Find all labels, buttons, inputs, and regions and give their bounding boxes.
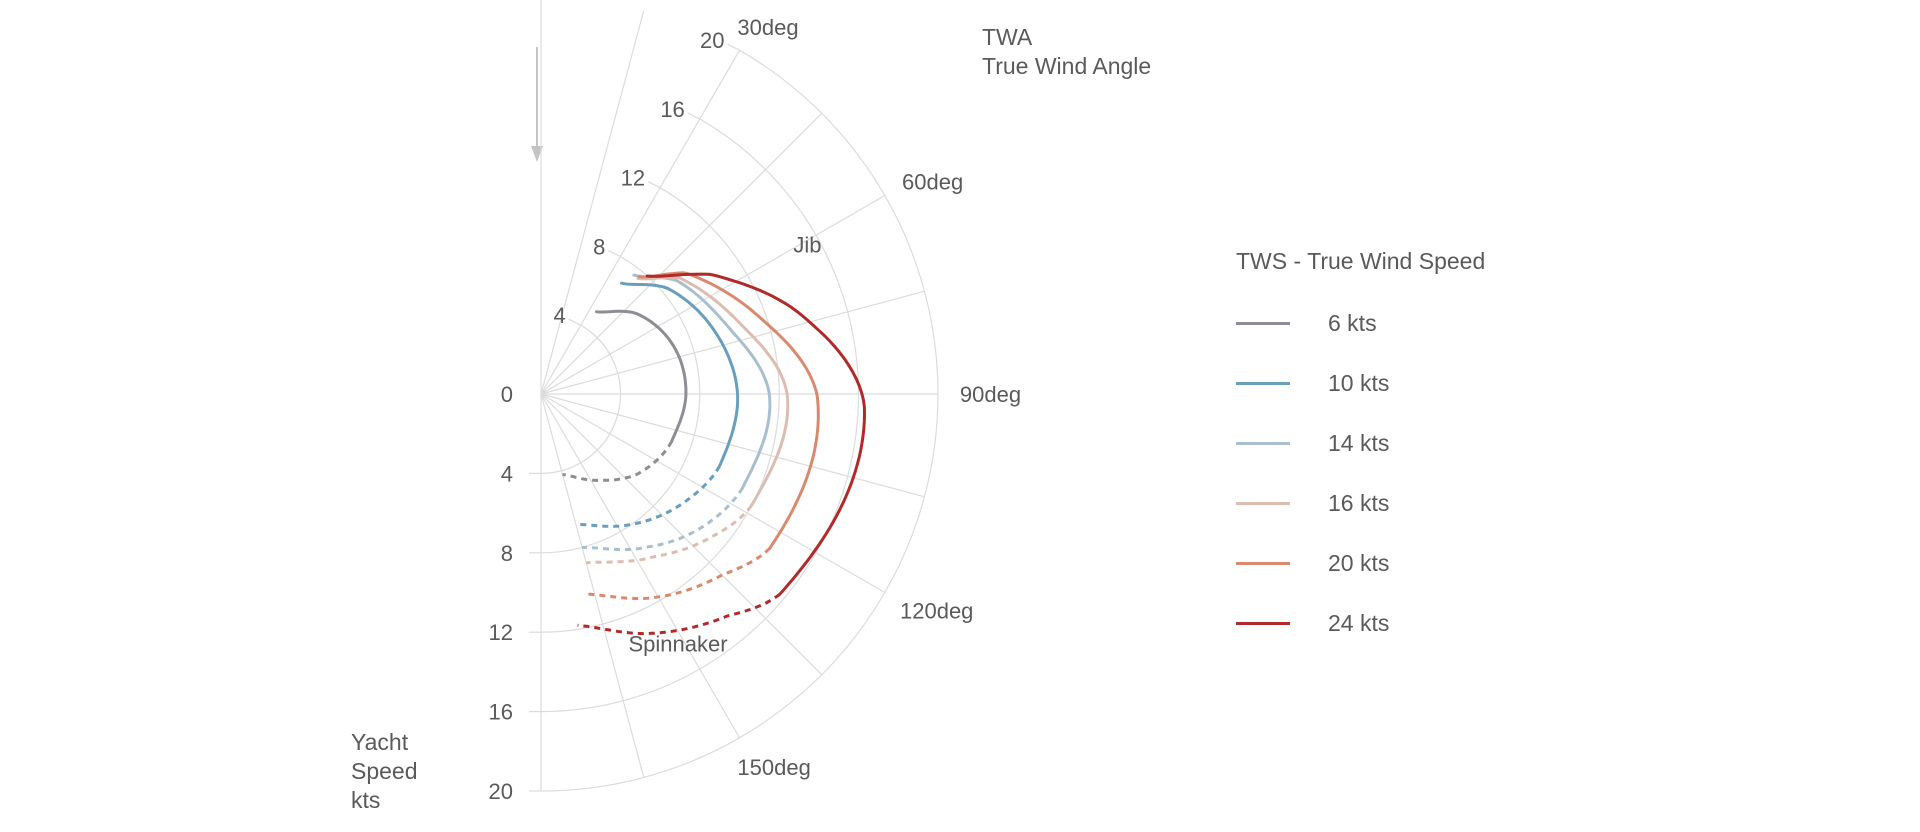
- legend-item-6-kts: 6 kts: [1236, 293, 1485, 353]
- legend: TWS - True Wind Speed 6 kts 10 kts 14 kts 1…: [1236, 248, 1485, 653]
- radial-tick-lower-4: 4: [501, 461, 513, 486]
- legend-label: 20 kts: [1328, 549, 1390, 576]
- annotation-jib: Jib: [793, 232, 821, 257]
- angle-label-30: 30deg: [737, 15, 798, 40]
- jib-curve-24-kts: [645, 272, 867, 596]
- radial-tick-upper-12: 12: [621, 166, 645, 191]
- legend-swatch: [1236, 621, 1290, 625]
- spinnaker-curve-24-kts: [577, 593, 781, 636]
- grid-arc-8: [540, 255, 701, 554]
- legend-item-10-kts: 10 kts: [1236, 353, 1485, 413]
- angle-label-150: 150deg: [737, 755, 810, 780]
- grid-spoke-45: [540, 112, 823, 395]
- radial-tick-labels: 0 4 4 8 8 12 12 16 16 20 20: [489, 28, 740, 804]
- grid-spoke-15: [540, 10, 645, 395]
- grid-spoke-120: [540, 393, 886, 594]
- legend-label: 10 kts: [1328, 369, 1390, 396]
- legend-swatch: [1236, 381, 1290, 385]
- grid-arc-20: [540, 49, 939, 792]
- grid-spoke-150: [540, 393, 741, 739]
- spinnaker-curve-10-kts: [575, 465, 721, 528]
- legend-title: TWS - True Wind Speed: [1236, 248, 1486, 274]
- spinnaker-curve-20-kts: [583, 547, 771, 601]
- angle-tick-labels: 30deg 60deg 90deg 120deg 150deg: [737, 15, 1021, 780]
- legend-swatch: [1236, 561, 1290, 565]
- legend-swatch: [1236, 501, 1290, 505]
- speed-title-line-3: kts: [351, 787, 380, 813]
- legend-item-16-kts: 16 kts: [1236, 473, 1485, 533]
- polar-curves: [562, 271, 867, 636]
- grid-spoke-165: [540, 393, 645, 778]
- radial-tick-mark-upper-8: [608, 249, 621, 258]
- radial-tick-center: 0: [501, 382, 513, 407]
- radial-tick-mark-upper-12: [647, 181, 661, 189]
- radial-tick-mark-upper-4: [568, 318, 581, 326]
- grid-arc-12: [540, 187, 780, 633]
- radial-tick-lower-16: 16: [489, 700, 513, 725]
- grid-arc-4: [540, 324, 622, 474]
- grid-arc-16: [540, 118, 860, 713]
- twa-title-line-1: TWA: [982, 24, 1033, 50]
- legend-item-20-kts: 20 kts: [1236, 533, 1485, 593]
- speed-axis-title: Yacht Speed kts: [351, 729, 424, 813]
- legend-label: 14 kts: [1328, 429, 1390, 456]
- grid-spoke-105: [540, 393, 925, 498]
- angle-label-60: 60deg: [902, 170, 963, 195]
- radial-tick-lower-8: 8: [501, 541, 513, 566]
- radial-tick-upper-4: 4: [553, 303, 565, 328]
- radial-tick-lower-12: 12: [489, 620, 513, 645]
- angle-label-90: 90deg: [960, 382, 1021, 407]
- twa-title: TWA True Wind Angle: [982, 24, 1151, 79]
- angle-label-120: 120deg: [900, 598, 973, 623]
- spinnaker-curve-14-kts: [582, 487, 744, 552]
- chart-annotations: Jib Spinnaker: [628, 232, 821, 656]
- radial-tick-mark-upper-16: [687, 112, 701, 120]
- polar-grid: [540, 0, 939, 792]
- jib-curve-20-kts: [637, 271, 820, 550]
- legend-item-24-kts: 24 kts: [1236, 593, 1485, 653]
- radial-tick-lower-20: 20: [489, 779, 513, 804]
- jib-curve-10-kts: [620, 281, 740, 468]
- grid-spoke-60: [540, 194, 886, 395]
- spinnaker-curve-16-kts: [586, 504, 753, 565]
- legend-label: 24 kts: [1328, 609, 1390, 636]
- legend-items: 6 kts 10 kts 14 kts 16 kts 20 kts 24 kts: [1236, 293, 1485, 653]
- legend-label: 16 kts: [1328, 489, 1390, 516]
- grid-spoke-135: [540, 393, 823, 676]
- legend-item-14-kts: 14 kts: [1236, 413, 1485, 473]
- twa-title-line-2: True Wind Angle: [982, 53, 1151, 79]
- legend-label: 6 kts: [1328, 309, 1377, 336]
- jib-curve-16-kts: [636, 275, 790, 508]
- spinnaker-curve-6-kts: [562, 440, 673, 482]
- radial-tick-mark-upper-20: [727, 43, 740, 51]
- jib-curve-14-kts: [632, 273, 772, 490]
- legend-swatch: [1236, 441, 1290, 445]
- jib-curve-6-kts: [595, 309, 688, 443]
- radial-tick-upper-16: 16: [660, 97, 684, 122]
- grid-spoke-30: [540, 49, 741, 395]
- grid-spoke-75: [540, 290, 925, 395]
- wind-direction-arrowhead-icon: [531, 146, 543, 162]
- radial-tick-upper-8: 8: [593, 235, 605, 260]
- annotation-spinnaker: Spinnaker: [628, 632, 727, 657]
- legend-swatch: [1236, 321, 1290, 325]
- speed-title-line-2: Speed: [351, 758, 418, 784]
- speed-title-line-1: Yacht: [351, 729, 409, 755]
- radial-tick-upper-20: 20: [700, 28, 724, 53]
